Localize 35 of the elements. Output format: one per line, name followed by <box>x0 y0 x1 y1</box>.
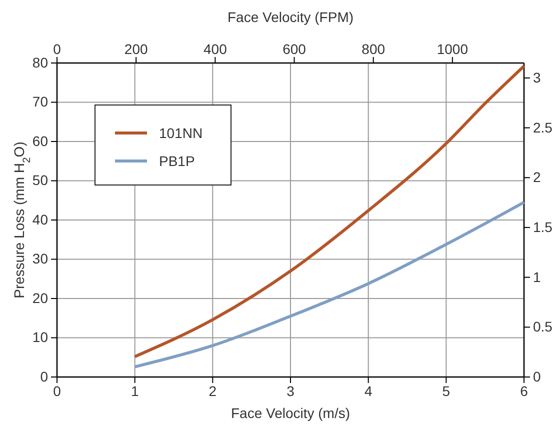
x-tick-label: 6 <box>520 382 528 399</box>
line-series <box>133 200 526 368</box>
legend-label: PB1P <box>159 153 195 169</box>
y-tick-label: 50 <box>32 172 48 188</box>
y2-tick-label: 1.5 <box>533 218 553 235</box>
x-axis-title: Face Velocity (m/s) <box>230 405 350 421</box>
legend-label: 101NN <box>159 125 203 141</box>
y-tick-label: 80 <box>32 54 48 70</box>
y2-tick-label: 2 <box>533 169 541 186</box>
x2-tick-label: 400 <box>203 41 228 57</box>
x-tick-label: 2 <box>208 382 217 399</box>
x2-tick-label: 200 <box>124 41 148 57</box>
x-tick-label: 3 <box>286 382 295 399</box>
y-tick-label: 10 <box>32 329 48 346</box>
y2-tick-label: 2.5 <box>533 119 553 136</box>
y-tick-label: 60 <box>32 132 48 149</box>
y-tick-label: 0 <box>40 368 48 384</box>
x2-tick-label: 600 <box>282 41 306 57</box>
y2-tick-label: 0.5 <box>533 318 553 335</box>
y2-tick-label: 0 <box>533 368 541 384</box>
x-tick-label: 4 <box>364 382 372 399</box>
x-tick-label: 1 <box>130 382 139 399</box>
x2-tick-label: 1000 <box>436 41 468 57</box>
y-tick-label: 40 <box>32 211 48 228</box>
y-tick-label: 20 <box>32 290 48 306</box>
x2-tick-label: 800 <box>362 41 386 57</box>
y-tick-label: 30 <box>32 250 48 267</box>
y2-tick-label: 3 <box>533 69 541 86</box>
y-tick-label: 70 <box>32 94 48 110</box>
x-tick-label: 5 <box>442 382 450 399</box>
x2-tick-label: 0 <box>53 41 62 57</box>
x2-axis-title: Face Velocity (FPM) <box>227 9 354 25</box>
line-series <box>133 64 526 358</box>
x-tick-label: 0 <box>53 382 62 399</box>
y2-tick-label: 1 <box>533 268 541 285</box>
